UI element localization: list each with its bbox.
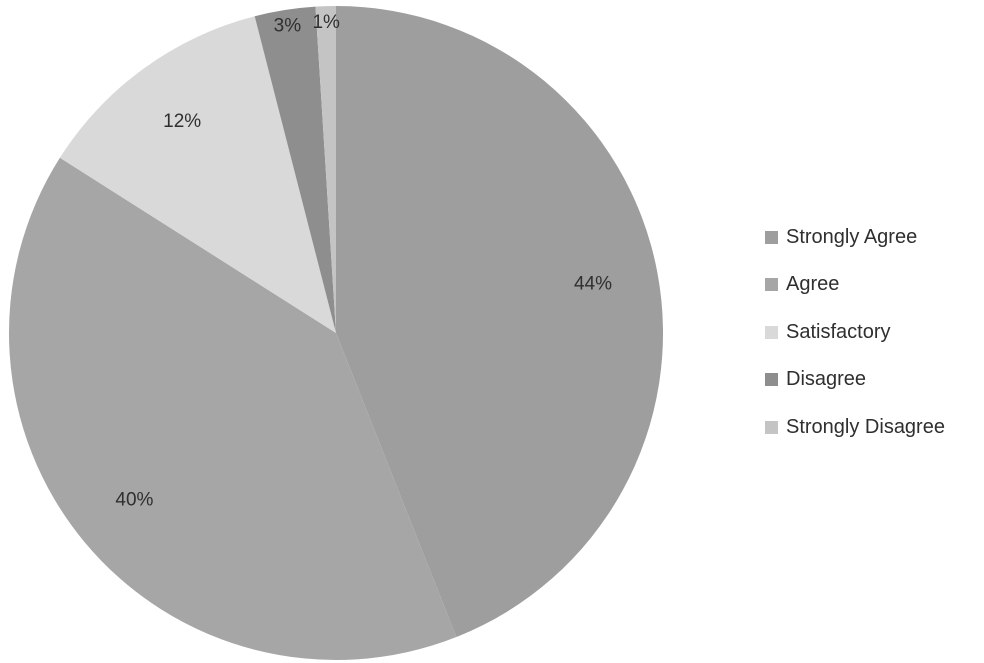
pie-slice-label-agree: 40%	[115, 489, 153, 510]
pie-slice-strongly-agree	[336, 6, 664, 638]
legend-item-strongly-agree: Strongly Agree	[765, 225, 945, 249]
legend-item-disagree: Disagree	[765, 368, 945, 392]
legend-swatch-strongly-agree	[765, 230, 778, 244]
legend-label-strongly-agree: Strongly Agree	[786, 225, 918, 248]
legend-item-strongly-disagree: Strongly Disagree	[765, 415, 945, 439]
pie-slices	[8, 6, 664, 661]
pie-slice-label-strongly-disagree: 1%	[312, 12, 340, 33]
legend-item-satisfactory: Satisfactory	[765, 320, 945, 344]
legend-item-agree: Agree	[765, 273, 945, 297]
pie-slice-label-satisfactory: 12%	[163, 111, 201, 132]
pie-slice-label-disagree: 3%	[274, 16, 302, 37]
pie-slice-disagree	[254, 6, 336, 334]
legend-swatch-satisfactory	[765, 325, 778, 339]
legend: Strongly Agree Agree Satisfactory Disagr…	[765, 225, 945, 463]
legend-label-satisfactory: Satisfactory	[786, 320, 891, 343]
legend-swatch-agree	[765, 278, 778, 291]
legend-label-disagree: Disagree	[786, 368, 867, 390]
pie-slice-satisfactory	[59, 16, 337, 334]
legend-swatch-strongly-disagree	[765, 420, 778, 434]
legend-label-agree: Agree	[786, 273, 840, 295]
pie-slice-strongly-disagree	[315, 6, 336, 333]
pie-slice-agree	[8, 157, 457, 661]
pie-slice-labels: 44% 40% 12% 3% 1%	[115, 12, 612, 510]
legend-label-strongly-disagree: Strongly Disagree	[786, 415, 945, 438]
pie-slice-label-strongly-agree: 44%	[574, 274, 612, 295]
legend-swatch-disagree	[765, 373, 778, 386]
